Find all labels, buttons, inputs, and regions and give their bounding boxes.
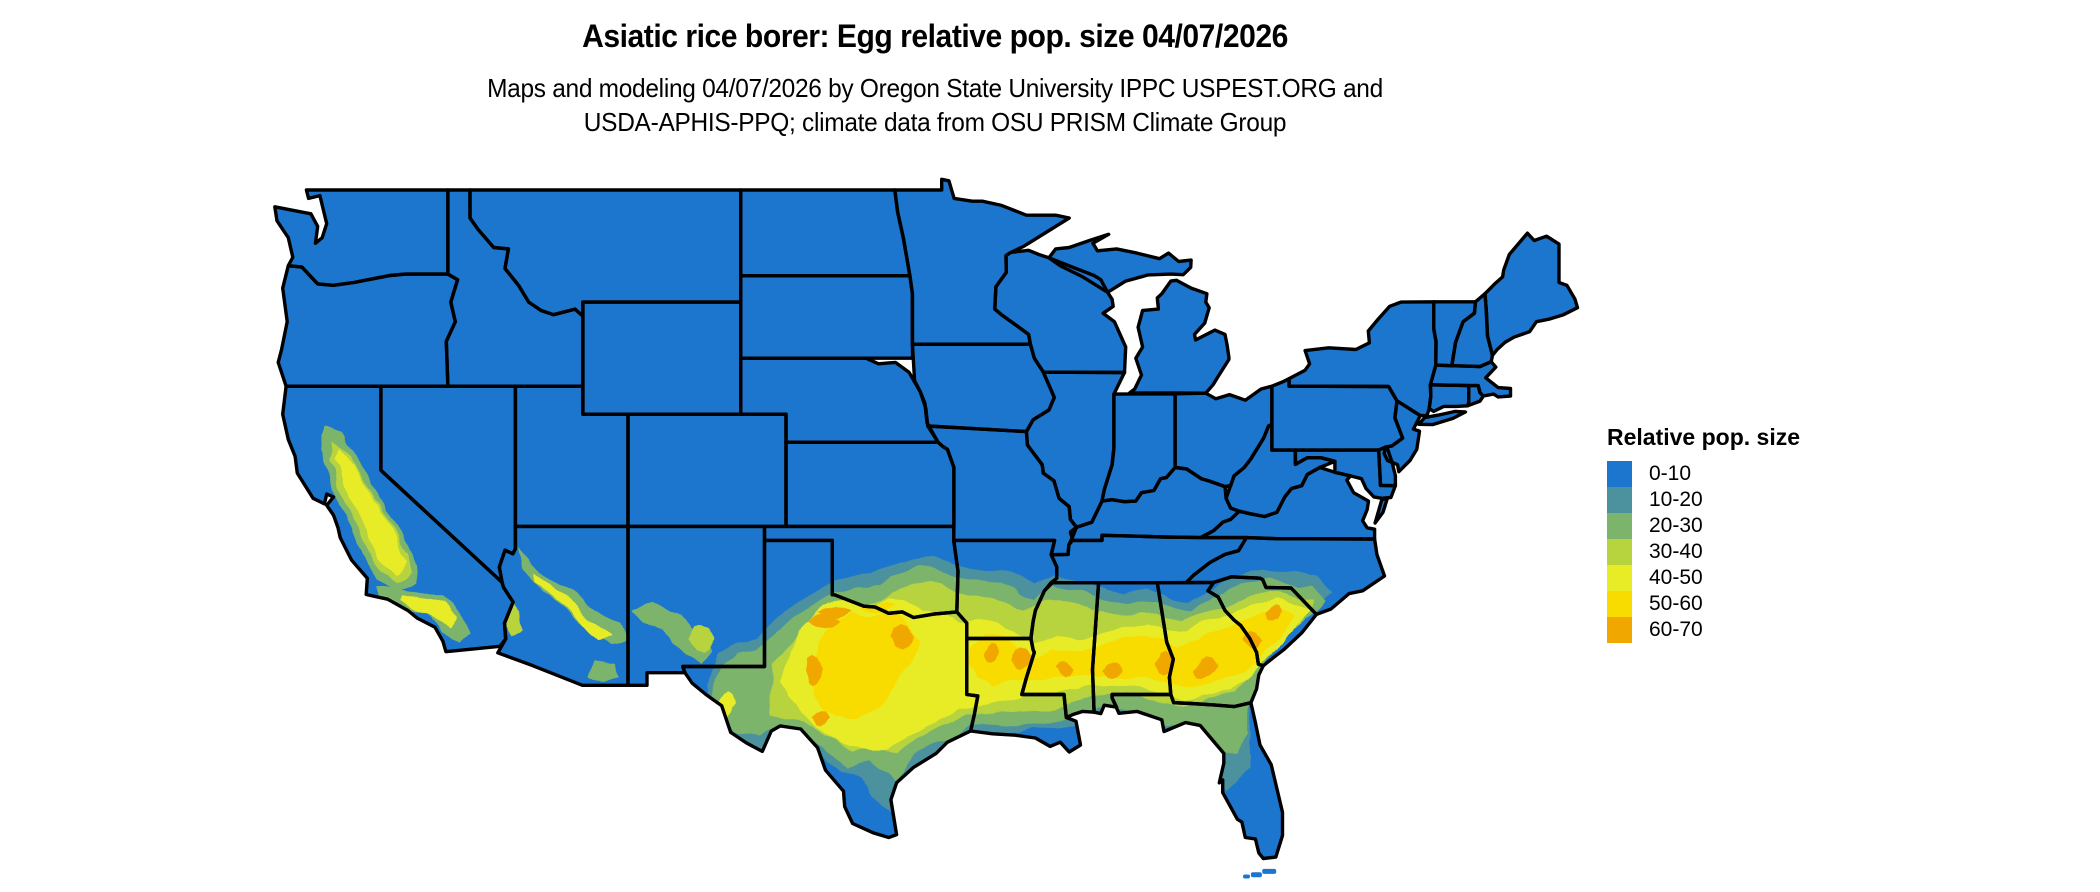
raster-blob <box>981 644 1000 661</box>
state-border <box>1382 399 1422 474</box>
legend-item-label: 10-20 <box>1649 488 1703 511</box>
island <box>1243 874 1250 879</box>
raster-blob <box>690 627 713 656</box>
legend-swatch <box>1607 591 1632 617</box>
raster-blob <box>401 593 458 633</box>
legend-swatch <box>1607 461 1632 487</box>
legend-items: 0-10 10-20 20-30 30-40 40-50 50-60 60-70 <box>1607 461 1800 643</box>
florida-keys <box>1243 868 1277 879</box>
legend-item: 60-70 <box>1607 617 1800 643</box>
legend-item: 20-30 <box>1607 513 1800 539</box>
legend-swatch <box>1607 565 1632 591</box>
state-shape <box>1271 377 1404 451</box>
state-border <box>496 524 630 687</box>
raster-blob <box>518 548 625 645</box>
state-shape <box>627 413 787 528</box>
island <box>1250 872 1262 878</box>
island <box>1262 868 1277 874</box>
population-raster-layer <box>319 425 1338 810</box>
legend-item-label: 60-70 <box>1649 618 1703 641</box>
state-border <box>1483 231 1580 358</box>
legend-item-label: 50-60 <box>1649 592 1703 615</box>
state-border <box>1110 692 1285 861</box>
raster-blob <box>888 624 912 647</box>
legend-swatch <box>1607 513 1632 539</box>
subtitle-line-1: Maps and modeling 04/07/2026 by Oregon S… <box>487 73 1383 103</box>
state-shape <box>740 189 911 277</box>
state-shape <box>785 441 955 528</box>
raster-blob <box>1056 660 1073 678</box>
raster-blob <box>807 609 916 717</box>
header: Asiatic rice borer: Egg relative pop. si… <box>211 18 1659 139</box>
state-shape <box>277 264 459 387</box>
subtitle-line-2: USDA-APHIS-PPQ; climate data from OSU PR… <box>583 107 1287 137</box>
legend-swatch <box>1607 539 1632 565</box>
raster-blob <box>1193 656 1216 677</box>
legend-item-label: 20-30 <box>1649 514 1703 537</box>
raster-blob <box>588 658 618 681</box>
raster-blob <box>534 574 609 639</box>
map-legend: Relative pop. size 0-10 10-20 20-30 30-40 40… <box>1607 424 1800 643</box>
raster-blob <box>1103 658 1122 678</box>
legend-item-label: 40-50 <box>1649 566 1703 589</box>
legend-item-label: 0-10 <box>1649 462 1692 485</box>
page-subtitle: Maps and modeling 04/07/2026 by Oregon S… <box>211 71 1659 139</box>
state-border <box>1184 535 1387 617</box>
state-border <box>1047 232 1193 294</box>
state-border <box>993 248 1128 375</box>
legend-item-label: 30-40 <box>1649 540 1703 563</box>
raster-blob <box>333 445 406 572</box>
state-border <box>681 538 980 840</box>
state-border <box>1128 278 1231 395</box>
legend-swatch <box>1607 617 1632 643</box>
state-shape <box>740 275 914 359</box>
state-border <box>1416 409 1467 427</box>
page-title: Asiatic rice borer: Egg relative pop. si… <box>582 18 1288 54</box>
raster-blob <box>1267 606 1284 624</box>
state-border-layer <box>273 177 1580 861</box>
legend-item: 30-40 <box>1607 539 1800 565</box>
state-shape <box>1484 232 1579 358</box>
state-shape <box>1127 279 1230 394</box>
state-border <box>1428 360 1513 399</box>
raster-blob <box>811 614 839 629</box>
state-shape <box>582 301 742 415</box>
raster-blob <box>811 705 830 723</box>
raster-blob <box>799 653 820 685</box>
raster-blob <box>631 603 711 667</box>
legend-title: Relative pop. size <box>1607 424 1801 450</box>
legend-item: 50-60 <box>1607 591 1800 617</box>
legend-swatch <box>1607 487 1632 513</box>
legend-item: 40-50 <box>1607 565 1800 591</box>
legend-item: 0-10 <box>1607 461 1800 487</box>
legend-item: 10-20 <box>1607 487 1800 513</box>
